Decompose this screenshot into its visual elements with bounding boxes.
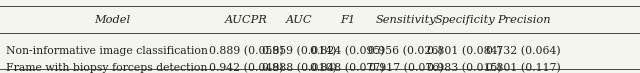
Text: 0.732 (0.064): 0.732 (0.064) — [486, 46, 561, 56]
Text: Precision: Precision — [497, 15, 550, 25]
Text: Specificity: Specificity — [435, 15, 495, 25]
Text: 0.959 (0.014): 0.959 (0.014) — [262, 46, 337, 56]
Text: 0.824 (0.095): 0.824 (0.095) — [310, 46, 385, 56]
Text: 0.917 (0.076): 0.917 (0.076) — [369, 63, 443, 73]
Text: F1: F1 — [340, 15, 355, 25]
Text: 0.988 (0.010): 0.988 (0.010) — [262, 63, 337, 73]
Text: 0.801 (0.117): 0.801 (0.117) — [486, 63, 561, 73]
Text: 0.983 (0.015): 0.983 (0.015) — [428, 63, 502, 73]
Text: Model: Model — [94, 15, 130, 25]
Text: 0.942 (0.048): 0.942 (0.048) — [209, 63, 284, 73]
Text: Sensitivity: Sensitivity — [376, 15, 436, 25]
Text: Frame with biopsy forceps detection: Frame with biopsy forceps detection — [6, 63, 208, 73]
Text: AUC: AUC — [286, 15, 313, 25]
Text: 0.848 (0.077): 0.848 (0.077) — [310, 63, 385, 73]
Text: AUCPR: AUCPR — [225, 15, 268, 25]
Text: 0.801 (0.084): 0.801 (0.084) — [428, 46, 502, 56]
Text: Non-informative image classification: Non-informative image classification — [6, 46, 208, 56]
Text: 0.956 (0.026): 0.956 (0.026) — [369, 46, 443, 56]
Text: 0.889 (0.058): 0.889 (0.058) — [209, 46, 284, 56]
